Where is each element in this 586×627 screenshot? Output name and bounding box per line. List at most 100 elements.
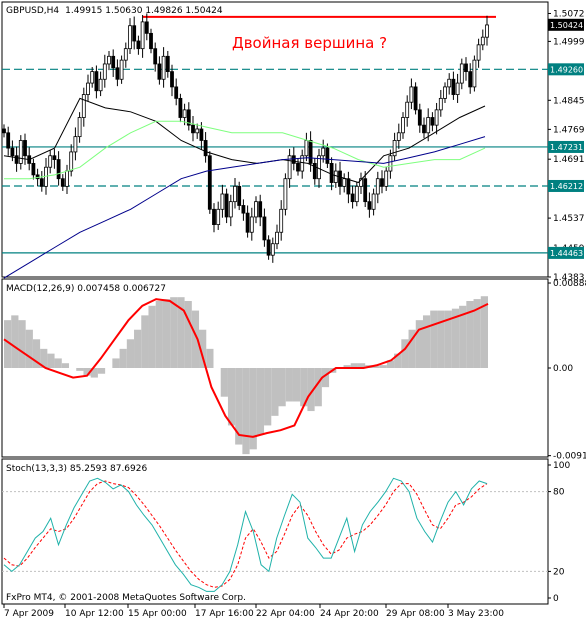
candle-body	[182, 109, 187, 118]
stoch-axis-tick-label: 0	[553, 594, 559, 604]
candle-body	[304, 140, 309, 157]
candle-body	[354, 185, 359, 203]
moving-average-slow	[3, 136, 486, 279]
candle-body	[6, 132, 11, 149]
candle-body	[396, 132, 401, 141]
candle-body	[434, 109, 439, 126]
price-axis-tick-label: 1.4999	[553, 37, 585, 47]
candle-body	[359, 178, 363, 187]
candle-body	[60, 178, 65, 187]
candle-body	[447, 78, 452, 88]
candle-body	[258, 201, 263, 218]
macd-histogram-bar	[54, 358, 62, 368]
candle-body	[338, 170, 342, 187]
x-axis-tick-label: 3 May 23:00	[448, 609, 504, 619]
candle-body	[312, 163, 317, 180]
candle-body	[161, 55, 166, 80]
candle-body	[270, 243, 275, 256]
candle-body	[287, 155, 292, 180]
candle-body	[48, 155, 53, 168]
candle-body	[2, 128, 6, 134]
macd-histogram-bar	[170, 297, 178, 368]
candle-body	[329, 163, 334, 183]
macd-histogram-bar	[155, 301, 163, 368]
candle-body	[140, 21, 145, 50]
pattern-annotation: Двойная вершина ?	[232, 34, 387, 52]
macd-histogram-bar	[430, 310, 438, 368]
level-label: 1.49260	[550, 65, 583, 74]
macd-histogram-bar	[97, 368, 106, 374]
candle-body	[56, 159, 61, 180]
candle-body	[81, 94, 86, 118]
macd-histogram-bar	[177, 297, 185, 368]
candle-body	[291, 155, 296, 164]
candle-body	[191, 124, 195, 134]
candle-body	[107, 55, 111, 65]
candle-body	[476, 44, 481, 61]
macd-histogram-bar	[47, 353, 55, 368]
candle-body	[86, 82, 90, 95]
macd-histogram-bar	[61, 363, 70, 368]
x-axis-tick-label: 17 Apr 16:00	[195, 609, 254, 619]
macd-histogram-bar	[76, 368, 84, 371]
macd-histogram-bar	[90, 368, 98, 378]
candle-body	[333, 170, 338, 183]
candle-body	[39, 178, 44, 187]
candle-body	[300, 155, 305, 172]
macd-histogram-bar	[40, 348, 48, 368]
macd-histogram-bar	[466, 301, 474, 368]
candle-body	[157, 63, 162, 80]
x-axis-tick-label: 29 Apr 08:00	[386, 609, 445, 619]
macd-histogram-bar	[444, 310, 452, 368]
candle-body	[321, 147, 326, 157]
candle-body	[317, 155, 321, 180]
candle-body	[52, 155, 57, 160]
macd-histogram-bar	[300, 368, 308, 407]
macd-histogram-bar	[112, 358, 120, 368]
candle-body	[254, 201, 258, 218]
macd-histogram-bar	[148, 305, 156, 368]
candle-body	[170, 71, 174, 88]
candle-body	[153, 48, 158, 65]
candle-body	[279, 208, 284, 233]
level-label: 1.47231	[550, 143, 583, 152]
macd-axis-tick-label: 0.00888	[553, 279, 586, 289]
macd-histogram-bar	[32, 339, 41, 368]
candle-body	[455, 82, 460, 95]
macd-histogram-bar	[162, 299, 171, 368]
candle-body	[102, 63, 107, 80]
stoch-main-line	[3, 477, 488, 592]
moving-average-fast	[3, 97, 486, 184]
candle-body	[115, 67, 120, 80]
macd-histogram-bar	[227, 368, 236, 426]
macd-histogram-bar	[199, 329, 207, 368]
candle-body	[31, 163, 36, 176]
candle-body	[136, 40, 141, 50]
candle-body	[413, 86, 418, 111]
price-axis-tick-label: 1.4769	[553, 125, 585, 135]
stoch-signal-line	[3, 480, 488, 588]
price-axis-tick-label: 1.4845	[553, 96, 585, 106]
candle-body	[409, 86, 414, 103]
candle-body	[224, 193, 229, 218]
candle-body	[422, 124, 426, 134]
stoch-pane-frame	[1, 458, 549, 605]
candle-body	[480, 36, 485, 46]
candle-body	[199, 128, 204, 141]
candle-body	[325, 147, 330, 164]
macd-histogram-bar	[141, 315, 149, 368]
candle-body	[371, 193, 376, 210]
macd-histogram-bar	[386, 360, 395, 368]
current-price-box	[548, 18, 584, 31]
macd-histogram-bar	[134, 329, 142, 368]
candle-body	[405, 101, 410, 118]
candle-body	[14, 155, 19, 164]
macd-histogram-bar	[321, 368, 330, 388]
level-label-box	[548, 179, 584, 192]
macd-histogram-bar	[126, 339, 135, 368]
candle-body	[296, 163, 300, 172]
macd-histogram-bar	[249, 368, 257, 450]
candle-body	[207, 155, 212, 210]
price-axis-tick-label: 1.5072	[553, 9, 585, 19]
